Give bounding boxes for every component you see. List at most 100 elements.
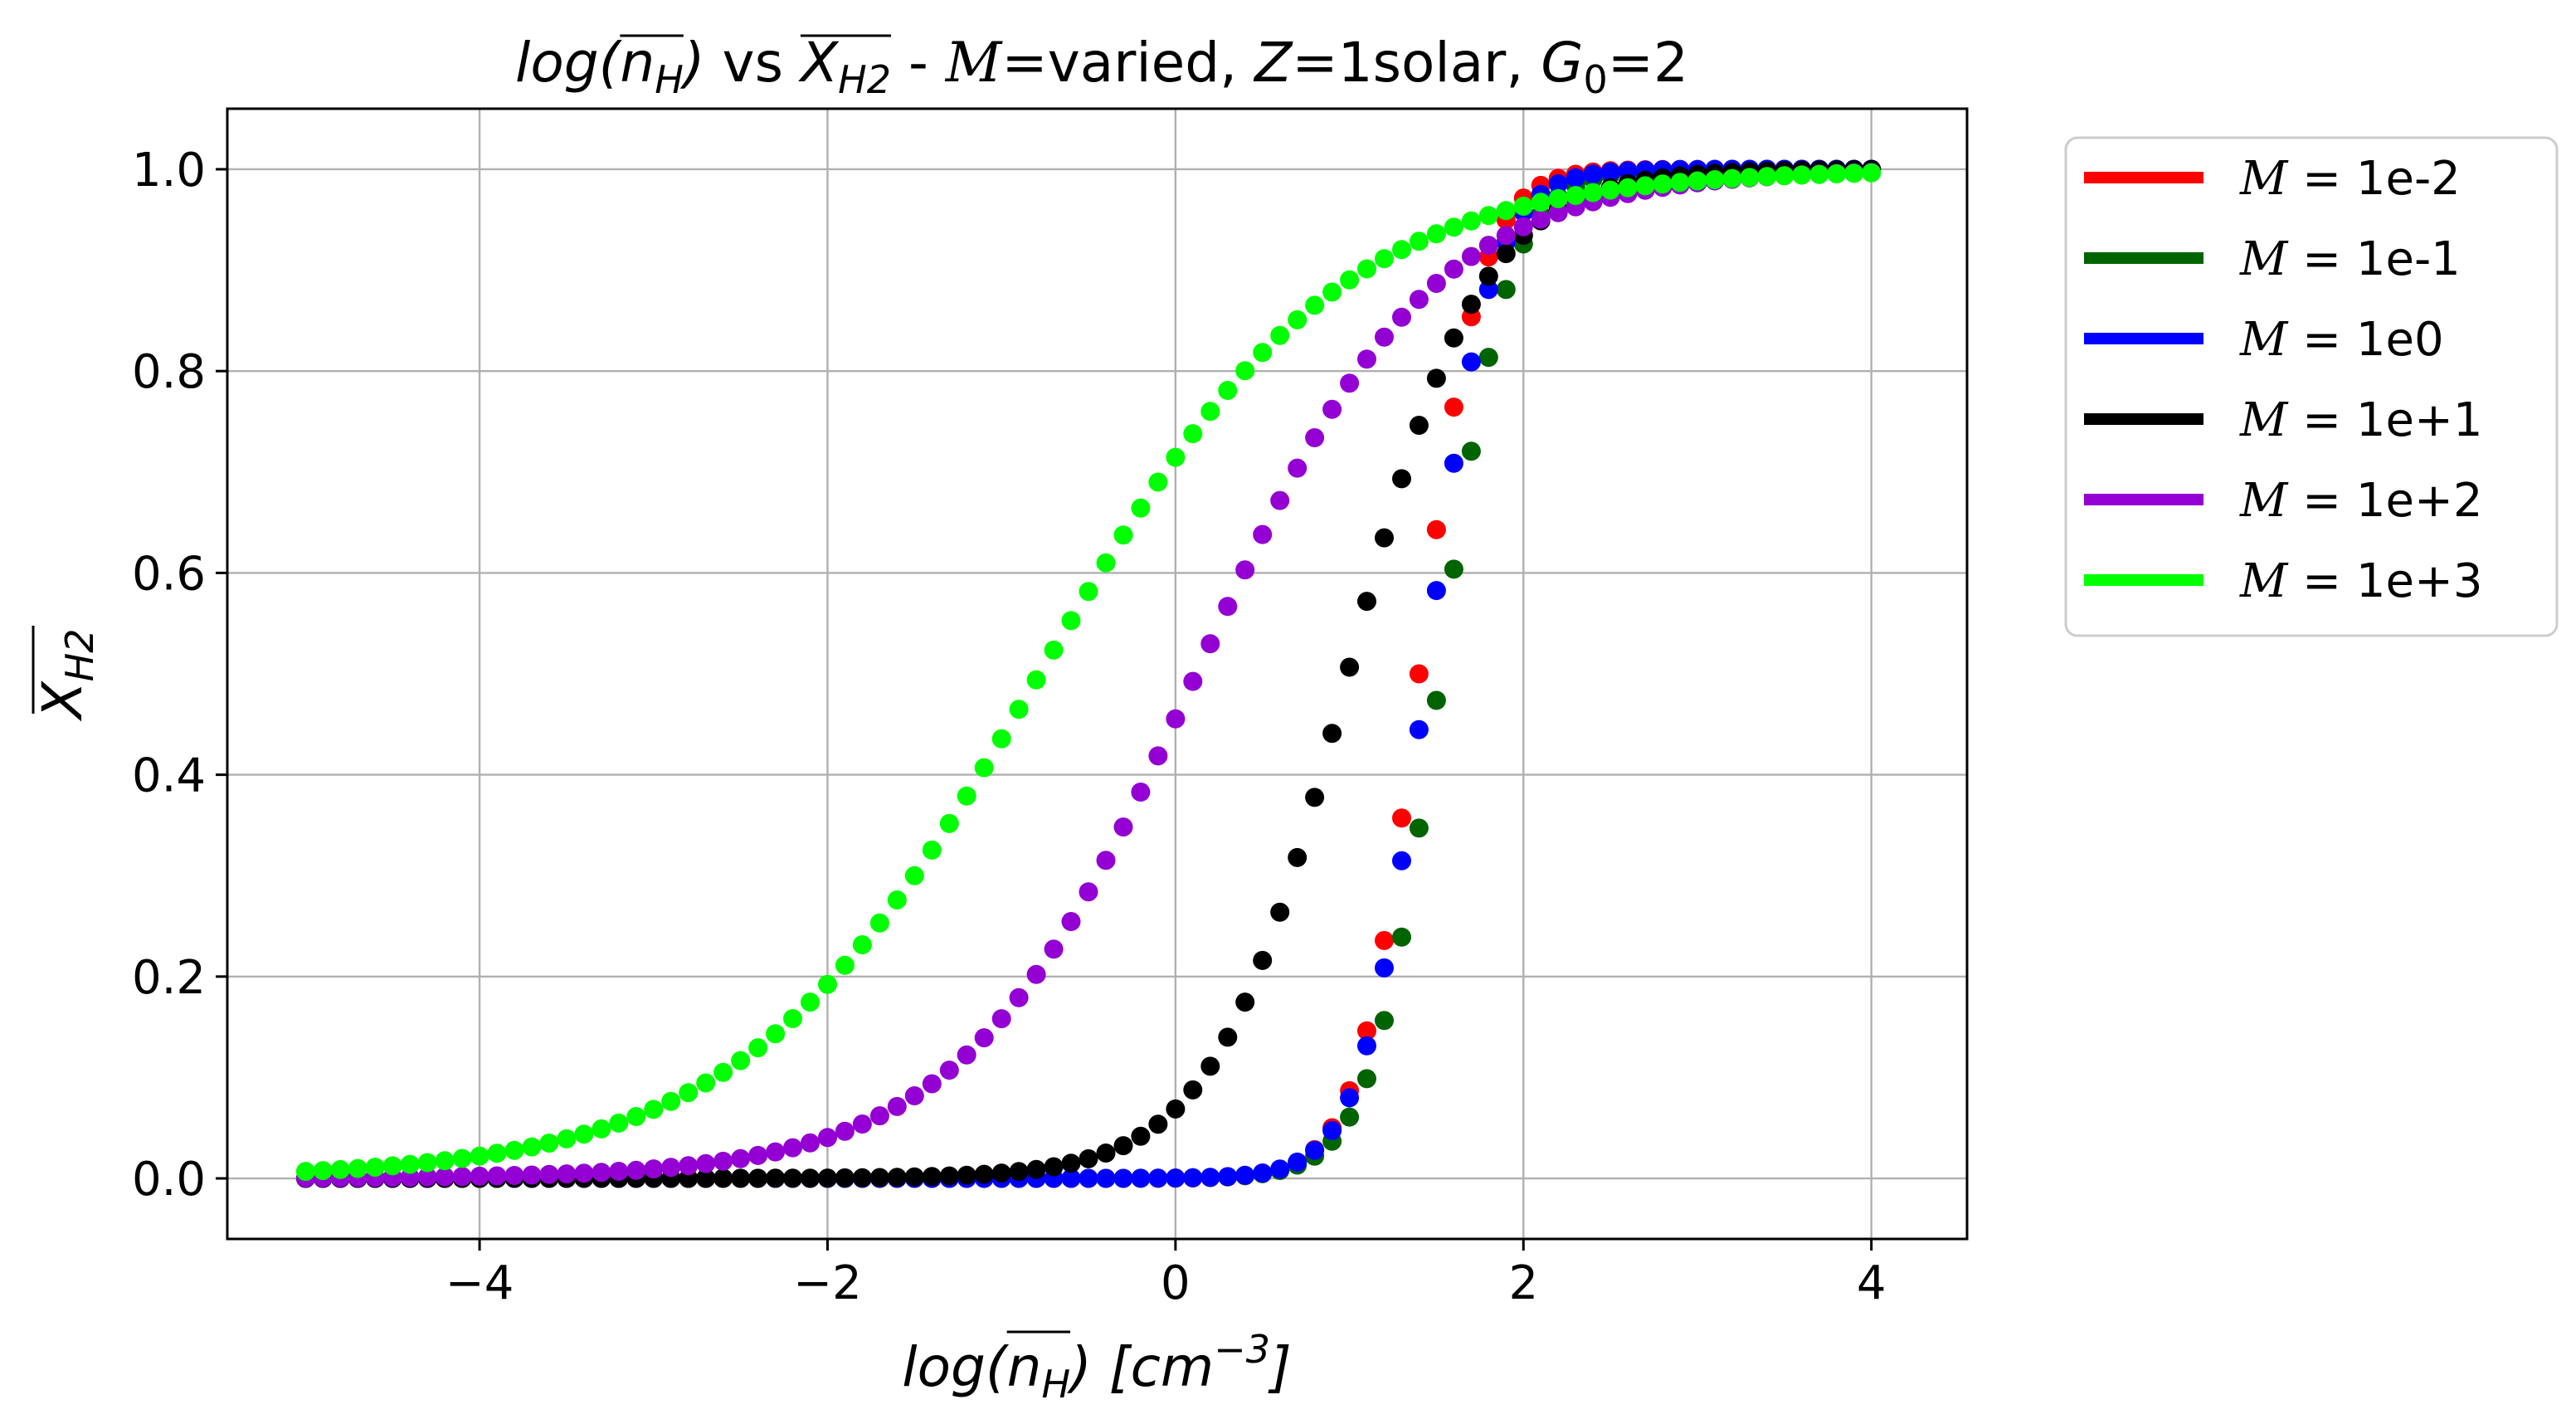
data-point [974, 1028, 994, 1048]
data-point [1166, 1099, 1186, 1119]
data-point [1409, 290, 1429, 310]
data-point [1183, 1080, 1203, 1100]
data-point [1235, 361, 1255, 381]
data-point [1792, 165, 1812, 185]
data-point [1600, 162, 1620, 182]
plot-frame [226, 107, 1969, 1241]
data-point [766, 1168, 786, 1188]
legend-label: M = 1e+1 [2239, 393, 2483, 447]
legend-item: M = 1e+1 [2084, 393, 2483, 447]
data-point [1444, 397, 1463, 417]
data-point [1270, 490, 1290, 510]
data-point [766, 1142, 786, 1162]
data-point [922, 840, 942, 860]
data-point [1288, 847, 1307, 867]
data-point [1096, 1168, 1116, 1188]
data-point [1827, 164, 1847, 183]
data-point [852, 935, 872, 954]
plot-area: −4 −2 0 2 4 0.0 0.2 0.4 0.6 0.8 1.0 [132, 107, 1969, 1310]
data-point [1061, 611, 1081, 631]
data-point [991, 1009, 1011, 1029]
data-point [1009, 700, 1029, 719]
data-point [365, 1158, 385, 1178]
data-point [1375, 249, 1394, 269]
data-point [644, 1100, 664, 1119]
data-point [748, 1038, 768, 1058]
data-point [330, 1159, 350, 1179]
data-point [1166, 447, 1186, 467]
data-point [904, 1086, 924, 1105]
data-point [1148, 1168, 1168, 1188]
data-point [1618, 178, 1638, 198]
data-point [1288, 1152, 1307, 1172]
data-point [1218, 1167, 1238, 1187]
data-point [1357, 1069, 1376, 1089]
data-point [1200, 1056, 1220, 1076]
data-point [1392, 469, 1411, 489]
data-point [904, 1167, 924, 1187]
data-point [1478, 236, 1498, 256]
x-tick-label: 2 [1508, 1256, 1538, 1310]
data-point [1409, 416, 1429, 435]
data-point [1131, 1168, 1151, 1188]
data-point [1253, 1163, 1273, 1183]
data-point [1340, 1107, 1360, 1127]
data-point [818, 1168, 837, 1188]
data-point [470, 1146, 489, 1166]
data-point [1548, 174, 1568, 193]
data-point [1322, 399, 1342, 419]
x-tick-label: −4 [446, 1256, 514, 1310]
data-point [679, 1156, 699, 1176]
data-point [748, 1145, 768, 1165]
data-point [661, 1091, 681, 1111]
data-point [1409, 719, 1429, 739]
y-axis-label-text: XH2 [31, 628, 102, 721]
data-point [313, 1161, 333, 1181]
y-tick-label: 0.6 [132, 547, 206, 601]
data-point [1461, 352, 1481, 372]
legend-item: M = 1e0 [2084, 313, 2444, 367]
data-point [974, 758, 994, 778]
data-point [852, 1114, 872, 1134]
data-point [1531, 193, 1551, 212]
data-point [748, 1168, 768, 1188]
data-point [957, 1045, 976, 1065]
data-point [1513, 197, 1533, 216]
data-point [1288, 458, 1307, 478]
data-point [1044, 1157, 1064, 1177]
data-point [1288, 310, 1307, 329]
data-point [1026, 964, 1046, 984]
data-point [1113, 817, 1133, 837]
legend-item: M = 1e-1 [2084, 232, 2461, 286]
data-point [626, 1160, 646, 1180]
data-point [783, 1138, 802, 1158]
data-point [1079, 1148, 1098, 1168]
data-point [1166, 1168, 1186, 1188]
legend-items: M = 1e-2 M = 1e-1 M = 1e0 M = 1e+1 M = 1e+2 M… [2084, 152, 2483, 608]
data-point [348, 1158, 368, 1178]
data-point [1322, 724, 1342, 744]
data-point [991, 729, 1011, 749]
legend-label: M = 1e-2 [2239, 152, 2461, 206]
data-point [1044, 640, 1064, 660]
data-point [609, 1113, 629, 1133]
data-point [592, 1119, 611, 1139]
data-point [1200, 1168, 1220, 1187]
data-point [731, 1148, 751, 1168]
data-point [1461, 295, 1481, 315]
series-4 [295, 163, 1882, 1187]
data-point [1444, 453, 1463, 473]
data-point [1426, 690, 1446, 710]
data-point [1253, 950, 1273, 970]
legend: M = 1e-2 M = 1e-1 M = 1e0 M = 1e+1 M = 1e+2 M… [2064, 136, 2559, 637]
data-point [1375, 958, 1394, 978]
data-point [835, 1168, 855, 1187]
data-point [1148, 746, 1168, 766]
data-point [1026, 1159, 1046, 1179]
legend-label: M = 1e-1 [2239, 232, 2461, 286]
data-point [1166, 709, 1186, 729]
data-point [1235, 1165, 1255, 1185]
chart-title: log(nH) vs XH2 - M=varied, Z=1solar, G0=… [515, 31, 1688, 102]
x-tick-label: 4 [1857, 1256, 1887, 1310]
data-point [1740, 168, 1760, 188]
